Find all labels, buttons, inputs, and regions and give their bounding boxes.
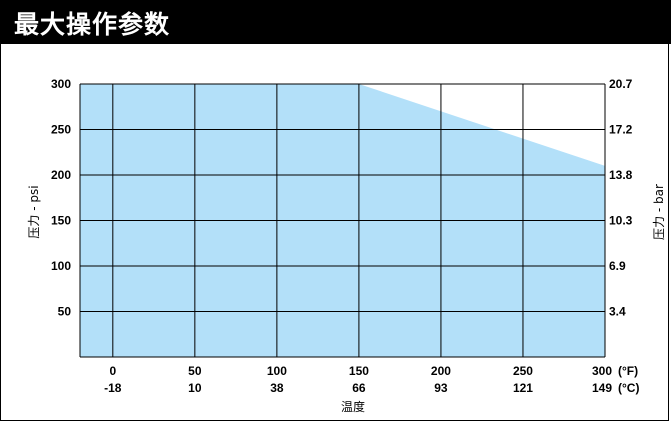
x-tick-label-fahrenheit: 50	[188, 364, 202, 378]
y-tick-label-left: 150	[51, 214, 71, 228]
y-tick-label-right: 6.9	[609, 259, 626, 273]
y-tick-label-left: 300	[51, 77, 71, 91]
x-unit-celsius: (°C)	[618, 381, 639, 395]
x-tick-label-celsius: 10	[188, 381, 202, 395]
x-tick-label-fahrenheit: 200	[431, 364, 451, 378]
y-tick-label-right: 3.4	[609, 305, 626, 319]
title-bar: 最大操作参数	[0, 0, 671, 44]
x-tick-label-fahrenheit: 100	[267, 364, 287, 378]
page-title: 最大操作参数	[14, 10, 171, 39]
x-tick-label-celsius: 66	[352, 381, 366, 395]
y-tick-label-right: 20.7	[609, 77, 633, 91]
x-unit-fahrenheit: (°F)	[618, 364, 638, 378]
x-tick-label-fahrenheit: 300	[592, 364, 612, 378]
x-tick-label-fahrenheit: 0	[109, 364, 116, 378]
y-tick-label-left: 50	[58, 305, 72, 319]
y-tick-label-left: 100	[51, 259, 71, 273]
x-axis-label: 温度	[341, 399, 365, 414]
y-tick-label-right: 10.3	[609, 214, 633, 228]
axis-labels: 50 100 150 200 250 300 3.4 6.9 10.3 13.8 17.2 20.7 0…	[51, 77, 633, 395]
y-tick-label-right: 13.8	[609, 168, 633, 182]
x-tick-label-fahrenheit: 250	[513, 364, 533, 378]
y-tick-label-right: 17.2	[609, 123, 633, 137]
x-tick-label-celsius: 149	[592, 381, 612, 395]
y-tick-label-left: 200	[51, 168, 71, 182]
x-tick-label-fahrenheit: 150	[349, 364, 369, 378]
y-tick-label-left: 250	[51, 123, 71, 137]
x-tick-label-celsius: 93	[434, 381, 448, 395]
x-tick-label-celsius: -18	[104, 381, 122, 395]
x-tick-label-celsius: 121	[513, 381, 533, 395]
grid	[79, 83, 606, 358]
y-axis-label-left: 压力 - psi	[27, 185, 41, 238]
x-tick-label-celsius: 38	[270, 381, 284, 395]
y-axis-label-right: 压力 - bar	[652, 184, 666, 240]
